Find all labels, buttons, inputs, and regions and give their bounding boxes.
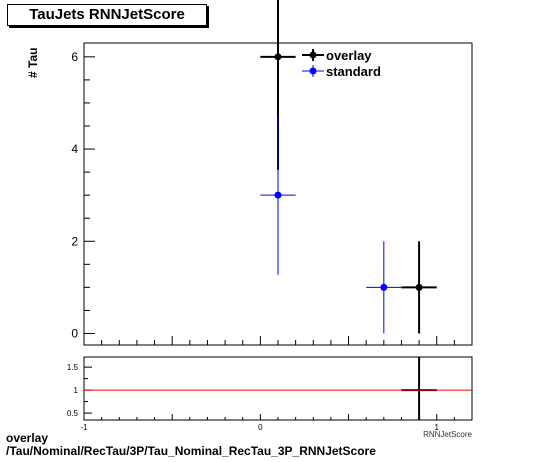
ratio-x-tick-label: 1 <box>435 423 440 432</box>
ratio-data-marks <box>84 357 472 420</box>
ratio-y-tick-label: 1.5 <box>67 363 79 372</box>
legend-marker-standard <box>309 67 317 75</box>
ratio-axes: 0.5 1 1.5 -1 0 1 <box>67 363 473 432</box>
x-axis-label: RNNJetScore <box>423 430 472 439</box>
main-data-marks <box>260 0 437 334</box>
y-tick-label: 2 <box>71 234 78 248</box>
ratio-plot-frame <box>83 356 473 421</box>
ratio-y-tick-label: 1 <box>74 386 79 395</box>
caption-line-1: overlay <box>6 431 49 445</box>
ratio-x-tick-label: -1 <box>80 423 88 432</box>
main-axes: 0 2 4 6 <box>71 50 473 345</box>
y-tick-label: 6 <box>71 50 78 64</box>
ratio-y-tick-label: 0.5 <box>67 409 79 418</box>
data-point-standard <box>274 191 282 199</box>
data-point-overlay <box>415 283 423 291</box>
data-point-standard <box>380 283 388 291</box>
data-point-overlay <box>274 53 282 61</box>
ratio-x-tick-label: 0 <box>258 423 263 432</box>
legend-marker-overlay <box>309 51 317 59</box>
legend-label-standard: standard <box>326 64 381 79</box>
ratio-frame-rect <box>83 356 473 421</box>
legend-label-overlay: overlay <box>326 48 372 63</box>
caption-line-2: /Tau/Nominal/RecTau/3P/Tau_Nominal_RecTa… <box>6 444 376 458</box>
y-tick-label: 4 <box>71 142 78 156</box>
caption: overlay /Tau/Nominal/RecTau/3P/Tau_Nomin… <box>6 432 376 458</box>
y-tick-label: 0 <box>71 326 78 340</box>
y-axis-label: # Tau <box>26 48 40 78</box>
chart-title: TauJets RNNJetScore <box>7 4 207 26</box>
